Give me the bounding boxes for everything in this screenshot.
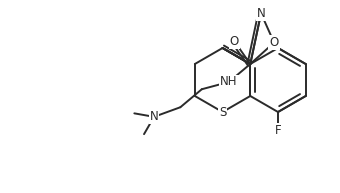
Text: NH: NH: [220, 75, 238, 89]
Text: S: S: [219, 106, 226, 119]
Text: O: O: [269, 36, 279, 49]
Text: N: N: [150, 110, 158, 123]
Text: F: F: [275, 124, 281, 136]
Text: N: N: [257, 7, 266, 20]
Text: O: O: [230, 35, 239, 47]
